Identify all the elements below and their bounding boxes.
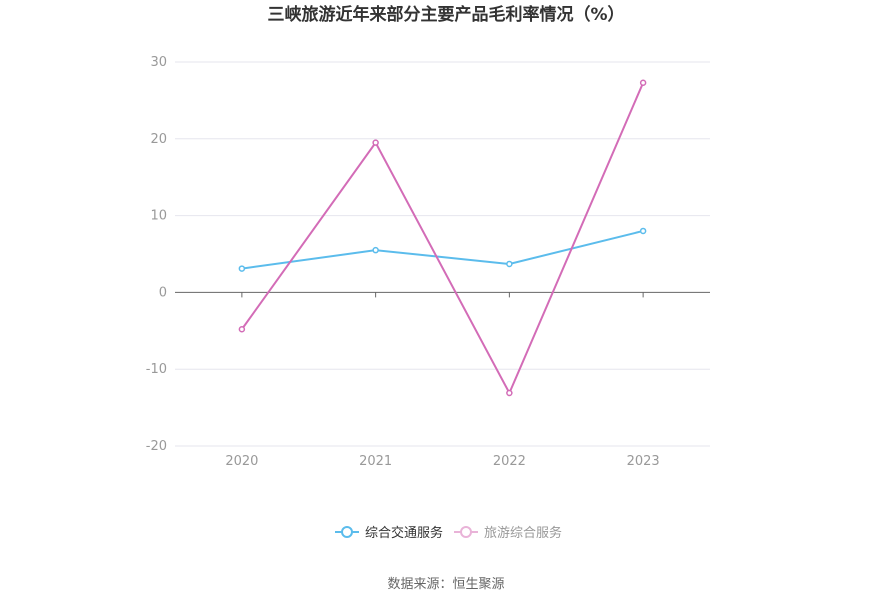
chart-title: 三峡旅游近年来部分主要产品毛利率情况（%） (267, 4, 624, 25)
series-line-0 (241, 229, 644, 270)
x-tick-label: 2023 (627, 454, 660, 469)
data-point-1-2[interactable] (506, 389, 513, 397)
legend[interactable]: 综合交通服务 旅游综合服务 (335, 525, 562, 541)
data-point-1-3[interactable] (639, 79, 647, 86)
x-tick-label: 2021 (359, 454, 392, 469)
legend-item-1[interactable]: 旅游综合服务 (454, 525, 562, 541)
series-group (238, 79, 647, 397)
y-axis-ticks: 30 20 10 0 -10 -20 (146, 55, 167, 454)
y-tick-label: 20 (150, 132, 167, 147)
x-axis: 2020 2021 2022 2023 (175, 291, 710, 469)
y-tick-label: -10 (146, 362, 167, 377)
data-point-0-2[interactable] (506, 260, 513, 268)
grid-lines (175, 61, 710, 447)
legend-marker (341, 526, 353, 538)
x-tick-label: 2020 (225, 454, 258, 469)
data-point-1-0[interactable] (238, 326, 246, 333)
series-line-1 (241, 82, 645, 396)
data-point-0-3[interactable] (639, 227, 647, 235)
data-point-1-1[interactable] (372, 139, 379, 146)
y-tick-label: 10 (150, 209, 167, 224)
x-tick-label: 2022 (493, 454, 526, 469)
y-tick-label: 30 (150, 55, 167, 70)
legend-label: 旅游综合服务 (484, 525, 562, 541)
y-tick-label: -20 (146, 439, 167, 454)
legend-item-0[interactable]: 综合交通服务 (335, 525, 443, 541)
legend-label: 综合交通服务 (365, 525, 443, 541)
data-source: 数据来源：恒生聚源 (387, 577, 504, 592)
data-point-0-0[interactable] (238, 265, 246, 272)
data-point-0-1[interactable] (372, 246, 379, 254)
y-tick-label: 0 (159, 285, 167, 300)
legend-marker (460, 526, 472, 538)
